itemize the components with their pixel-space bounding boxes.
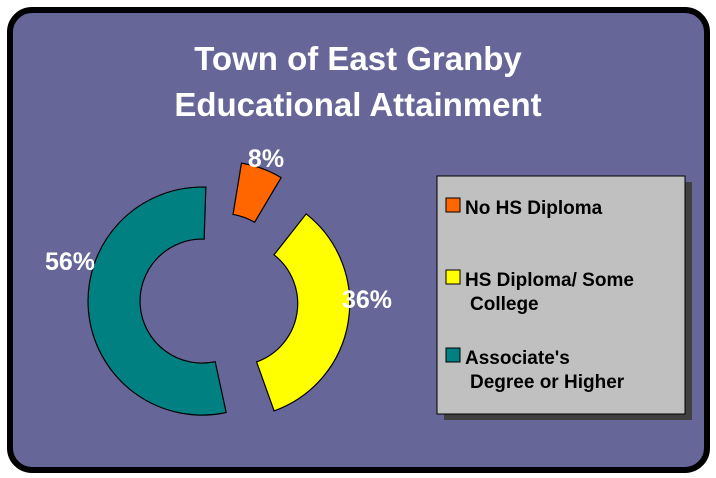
legend-swatch-2 xyxy=(445,269,461,285)
data-label-2: 36% xyxy=(342,286,392,314)
legend-swatch-3 xyxy=(445,347,461,363)
legend-swatch-1 xyxy=(445,197,461,213)
pie-slice-3 xyxy=(87,186,227,416)
pie-slice-2 xyxy=(255,213,351,412)
legend-label-2-line-2: College xyxy=(470,294,539,315)
pie-data-labels: 8% 36% 56% xyxy=(45,145,392,314)
legend-label-3-line-1: Associate's xyxy=(465,348,570,369)
chart-title-line-2: Educational Attainment xyxy=(174,86,541,123)
chart-title-line-1: Town of East Granby xyxy=(194,40,522,77)
legend-entries: No HS Diploma HS Diploma/ Some College Asso… xyxy=(445,197,634,393)
pie-slice-1 xyxy=(232,162,282,224)
legend-box xyxy=(436,175,686,415)
data-label-1: 8% xyxy=(248,145,284,173)
pie-slices xyxy=(87,162,351,416)
data-label-3: 56% xyxy=(45,248,95,276)
legend-label-2-line-1: HS Diploma/ Some xyxy=(465,270,634,291)
legend-label-1-line-1: No HS Diploma xyxy=(465,198,603,219)
legend-label-3-line-2: Degree or Higher xyxy=(470,372,625,393)
